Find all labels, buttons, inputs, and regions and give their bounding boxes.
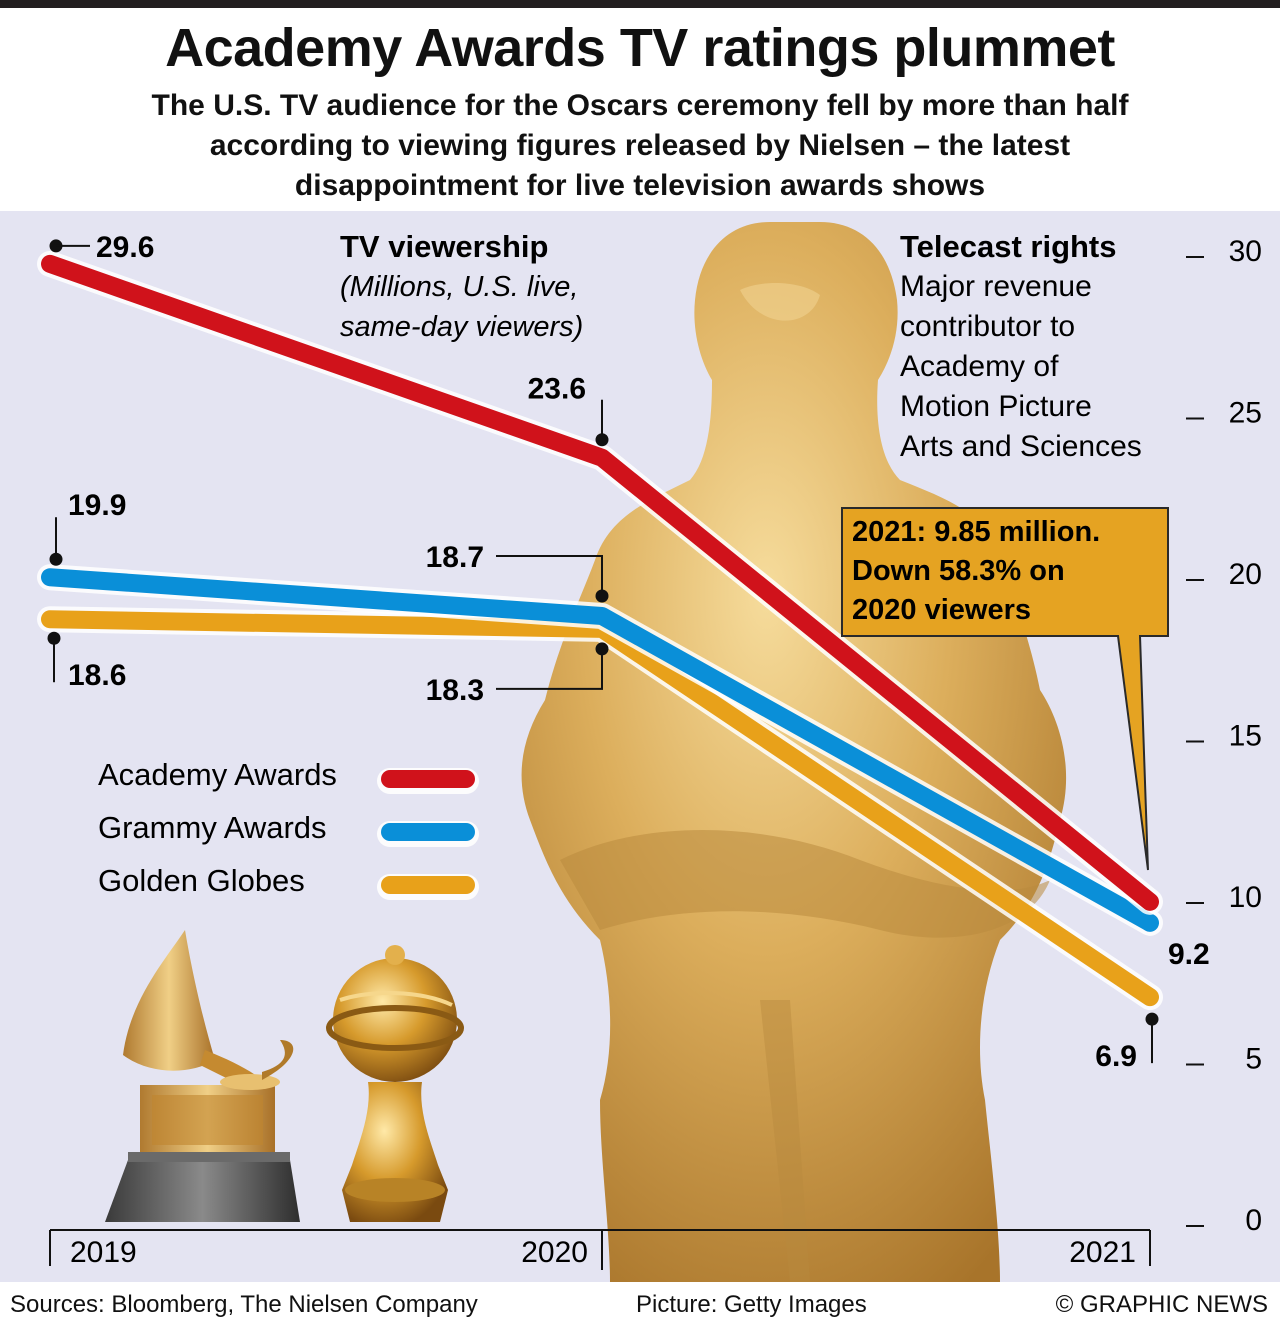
- data-label: 23.6: [528, 373, 586, 406]
- copyright: © GRAPHIC NEWS: [1055, 1291, 1268, 1318]
- academy-awards-line: [41, 254, 1159, 911]
- picture-credit: Picture: Getty Images: [636, 1291, 867, 1318]
- label-pointer-dot: [595, 589, 609, 603]
- data-label: 19.9: [68, 489, 126, 522]
- footer: Sources: Bloomberg, The Nielsen Company …: [0, 1282, 1280, 1334]
- y-tick-label: 10: [1229, 881, 1262, 914]
- data-label: 18.7: [426, 541, 484, 574]
- y-tick-label: 0: [1245, 1204, 1262, 1237]
- label-pointer-dot: [595, 433, 609, 447]
- y-tick-label: 5: [1245, 1043, 1262, 1076]
- subtitle-line-3: disappointment for live television award…: [294, 169, 986, 202]
- x-tick-label: 2019: [70, 1236, 137, 1269]
- subtitle-line-2: according to viewing figures released by…: [209, 129, 1071, 162]
- x-tick-label: 2021: [1069, 1236, 1136, 1269]
- grammy-awards-line: [41, 568, 1159, 932]
- telecast-rights-note: Telecast rights Major revenue contributo…: [900, 229, 1142, 463]
- y-tick-label: 25: [1229, 397, 1262, 430]
- legend-label: Grammy Awards: [98, 810, 327, 845]
- sources-credit: Sources: Bloomberg, The Nielsen Company: [10, 1291, 478, 1318]
- data-label: 29.6: [96, 231, 154, 264]
- y-tick-label: 20: [1229, 558, 1262, 591]
- grammy-gramophone: [105, 930, 300, 1222]
- data-label: 6.9: [1095, 1040, 1137, 1073]
- legend-label: Academy Awards: [98, 757, 337, 792]
- data-label: 18.3: [426, 674, 484, 707]
- chart-subtitle-line-2: same-day viewers): [340, 311, 583, 343]
- label-pointer-dot: [49, 552, 63, 566]
- chart-subtitle-line-1: (Millions, U.S. live,: [340, 271, 579, 303]
- data-label: 18.6: [68, 659, 126, 692]
- data-label: 9.2: [1168, 938, 1210, 971]
- y-tick-label: 30: [1229, 235, 1262, 268]
- side-note-line-5: Arts and Sciences: [900, 430, 1142, 463]
- oscars-2021-callout: 2021: 9.85 million. Down 58.3% on 2020 v…: [841, 507, 1169, 871]
- callout-line-1: 2021: 9.85 million.: [852, 516, 1100, 548]
- callout-line-3: 2020 viewers: [852, 594, 1031, 626]
- subtitle-line-1: The U.S. TV audience for the Oscars cere…: [151, 89, 1129, 122]
- legend: Academy Awards Grammy Awards Golden Globes: [98, 757, 479, 900]
- side-note-line-2: contributor to: [900, 310, 1075, 343]
- page-subtitle: The U.S. TV audience for the Oscars cere…: [40, 86, 1240, 206]
- data-labels: 29.6 23.6 19.9 18.7 18.6 18.3 9.2 6.9: [47, 231, 1210, 1073]
- label-leader-line: [496, 554, 603, 596]
- side-note-line-1: Major revenue: [900, 270, 1092, 303]
- page-title: Academy Awards TV ratings plummet: [165, 18, 1115, 78]
- side-note-title: Telecast rights: [900, 229, 1117, 264]
- top-rule: [0, 0, 1280, 8]
- label-leader-line: [496, 648, 603, 690]
- axes: 0 5 10 15 20 25 30 2019 2020 2021: [49, 235, 1262, 1270]
- golden-globe: [326, 945, 464, 1222]
- side-note-line-4: Motion Picture: [900, 390, 1092, 423]
- side-note-line-3: Academy of: [900, 350, 1059, 383]
- x-tick-label: 2020: [521, 1236, 588, 1269]
- chart-panel: 0 5 10 15 20 25 30 2019 2020 2021 29.6 23.6 19.9 18.…: [0, 211, 1280, 1282]
- chart-title: TV viewership: [340, 229, 548, 264]
- legend-label: Golden Globes: [98, 863, 305, 898]
- y-tick-label: 15: [1229, 720, 1262, 753]
- series-layer: [37, 250, 1163, 1011]
- line-chart: 0 5 10 15 20 25 30 2019 2020 2021 29.6 23.6 19.9 18.…: [37, 222, 1262, 1282]
- callout-line-2: Down 58.3% on: [852, 555, 1065, 587]
